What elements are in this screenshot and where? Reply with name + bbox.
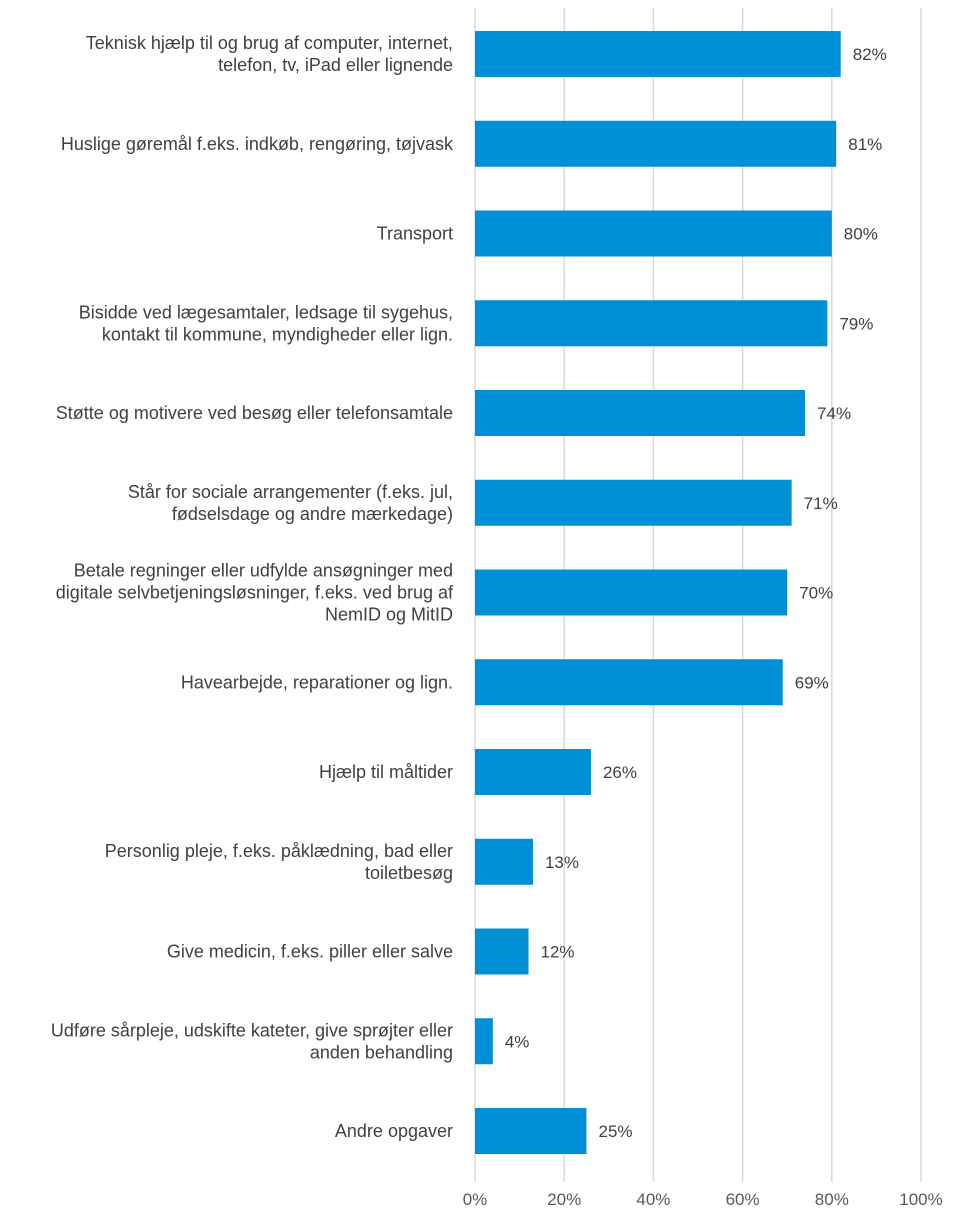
category-label-11: Udføre sårpleje, udskifte kateter, give … [51,1020,453,1062]
x-tick-label-100: 100% [899,1190,942,1209]
bar-6 [475,569,788,616]
category-label-line: Betale regninger eller udfylde ansøgning… [74,561,453,581]
category-label-line: toiletbesøg [365,863,453,883]
category-label-12: Andre opgaver [335,1121,453,1141]
bar-10 [475,928,529,975]
category-label-line: Bisidde ved lægesamtaler, ledsage til sy… [79,302,453,322]
category-label-line: Give medicin, f.eks. piller eller salve [167,942,453,962]
category-label-line: kontakt til kommune, myndigheder eller l… [102,324,453,344]
x-axis-tick-labels: 0% 20% 40% 60% 80% 100% [463,1190,943,1209]
category-label-line: Andre opgaver [335,1121,453,1141]
category-label-line: anden behandling [310,1042,453,1062]
category-label-line: Transport [377,224,453,244]
category-label-line: Udføre sårpleje, udskifte kateter, give … [51,1020,453,1040]
category-label-10: Give medicin, f.eks. piller eller salve [167,942,453,962]
bar-4 [475,390,806,436]
value-labels: 82% 81% 80% 79% 74% 71% 70% 69% 26% 13% 12% 4% 25% [505,45,887,1141]
x-tick-label-20: 20% [547,1190,581,1209]
value-label-5: 71% [804,494,838,513]
bar-12 [475,1108,587,1154]
value-label-1: 81% [848,135,882,154]
bar-7 [475,659,783,706]
bar-8 [475,749,591,795]
x-tick-label-40: 40% [636,1190,670,1209]
value-label-12: 25% [599,1122,633,1141]
category-label-0: Teknisk hjælp til og brug af computer, i… [86,33,453,75]
category-label-7: Havearbejde, reparationer og lign. [181,672,453,692]
value-label-0: 82% [853,45,887,64]
category-label-line: Personlig pleje, f.eks. påklædning, bad … [105,841,453,861]
category-labels: Teknisk hjælp til og brug af computer, i… [51,33,454,1141]
value-label-11: 4% [505,1032,530,1051]
category-label-6: Betale regninger eller udfylde ansøgning… [56,561,454,625]
value-label-2: 80% [844,225,878,244]
bar-1 [475,120,837,167]
category-label-line: digitale selvbetjeningsløsninger, f.eks.… [56,583,454,603]
category-label-1: Huslige gøremål f.eks. indkøb, rengøring… [61,134,454,154]
category-label-line: Huslige gøremål f.eks. indkøb, rengøring… [61,134,454,154]
category-label-line: Står for sociale arrangementer (f.eks. j… [128,482,453,502]
x-tick-label-80: 80% [815,1190,849,1209]
category-label-4: Støtte og motivere ved besøg eller telef… [56,403,453,423]
category-label-line: Støtte og motivere ved besøg eller telef… [56,403,453,423]
value-label-10: 12% [541,943,575,962]
bar-9 [475,838,533,885]
value-label-9: 13% [545,853,579,872]
value-label-3: 79% [839,314,873,333]
value-label-4: 74% [817,404,851,423]
x-tick-label-0: 0% [463,1190,488,1209]
value-label-6: 70% [799,584,833,603]
category-label-line: Havearbejde, reparationer og lign. [181,672,453,692]
bar-0 [475,31,841,77]
bar-11 [475,1018,493,1065]
category-label-3: Bisidde ved lægesamtaler, ledsage til sy… [79,302,453,344]
category-label-line: Hjælp til måltider [319,762,453,782]
category-label-line: NemID og MitID [325,605,453,625]
value-label-8: 26% [603,763,637,782]
category-label-line: Teknisk hjælp til og brug af computer, i… [86,33,453,53]
category-label-line: fødselsdage og andre mærkedage) [172,504,453,524]
category-label-2: Transport [377,224,453,244]
value-label-7: 69% [795,673,829,692]
category-label-9: Personlig pleje, f.eks. påklædning, bad … [105,841,453,883]
bar-2 [475,210,832,257]
x-tick-label-60: 60% [726,1190,760,1209]
category-label-8: Hjælp til måltider [319,762,453,782]
category-label-line: telefon, tv, iPad eller lignende [218,55,453,75]
bars [475,31,841,1154]
bar-3 [475,300,828,347]
category-label-5: Står for sociale arrangementer (f.eks. j… [128,482,453,524]
bar-5 [475,479,792,526]
